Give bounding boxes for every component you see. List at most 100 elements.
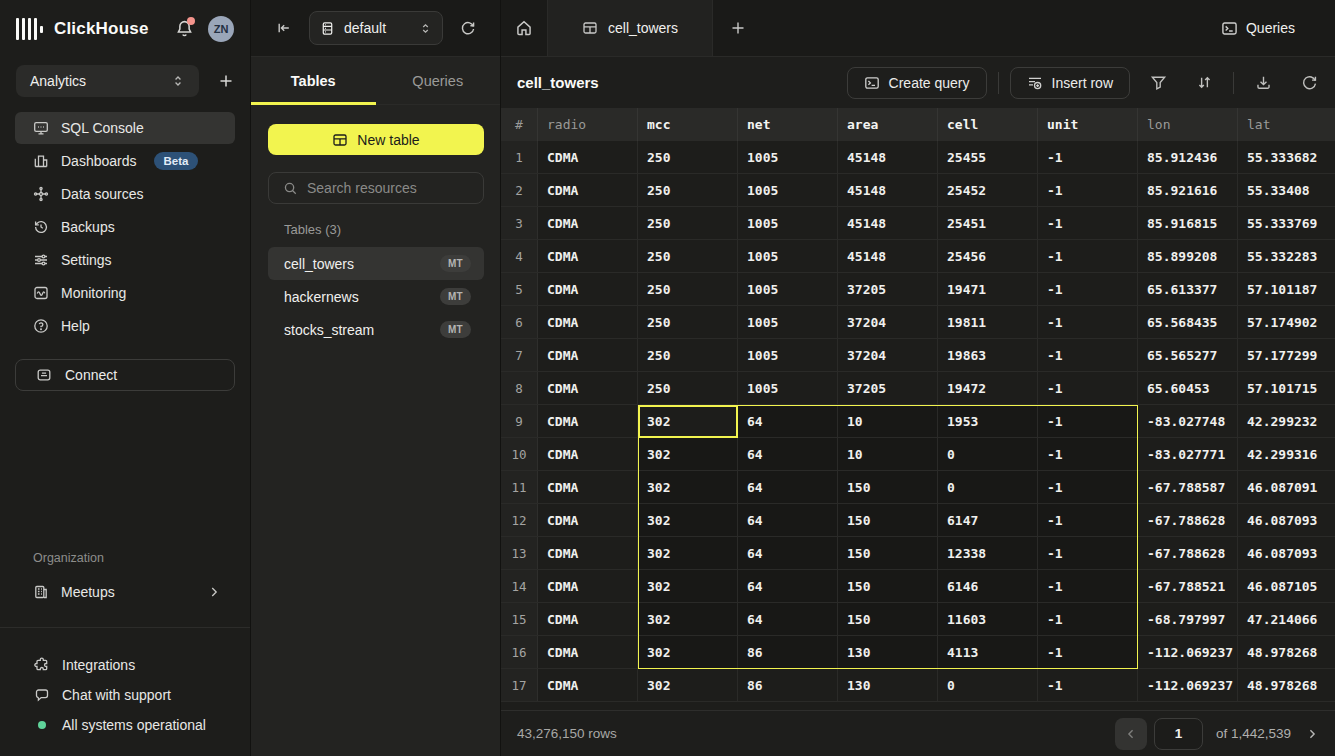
grid-cell[interactable]: 0 <box>938 669 1038 701</box>
grid-cell[interactable]: 25452 <box>938 174 1038 206</box>
next-page-button[interactable] <box>1302 724 1322 744</box>
grid-cell[interactable]: CDMA <box>538 174 638 206</box>
grid-cell[interactable]: 1005 <box>738 339 838 371</box>
grid-cell[interactable]: 37205 <box>838 273 938 305</box>
grid-cell[interactable]: 250 <box>638 141 738 173</box>
grid-cell[interactable]: 86 <box>738 636 838 668</box>
grid-cell[interactable]: CDMA <box>538 240 638 272</box>
grid-cell[interactable]: 250 <box>638 273 738 305</box>
sidebar-item-chat-support[interactable]: Chat with support <box>15 680 235 710</box>
grid-row-number[interactable]: 9 <box>501 405 538 437</box>
grid-cell[interactable]: CDMA <box>538 570 638 602</box>
tab-tables[interactable]: Tables <box>251 57 376 104</box>
tab-queries[interactable]: Queries <box>376 57 501 104</box>
grid-cell[interactable]: 64 <box>738 537 838 569</box>
grid-column-header[interactable]: mcc <box>638 108 738 141</box>
grid-cell[interactable]: 65.613377 <box>1138 273 1238 305</box>
clickhouse-logo[interactable] <box>16 17 43 41</box>
grid-cell[interactable]: 45148 <box>838 207 938 239</box>
grid-column-header[interactable]: area <box>838 108 938 141</box>
grid-row-number[interactable]: 11 <box>501 471 538 503</box>
grid-cell[interactable]: -68.797997 <box>1138 603 1238 635</box>
grid-cell[interactable]: 65.60453 <box>1138 372 1238 404</box>
grid-column-header[interactable]: unit <box>1038 108 1138 141</box>
grid-cell[interactable]: 64 <box>738 438 838 470</box>
grid-cell[interactable]: CDMA <box>538 438 638 470</box>
grid-cell[interactable]: 37204 <box>838 339 938 371</box>
grid-cell[interactable]: 46.087091 <box>1238 471 1335 503</box>
grid-row-number[interactable]: 3 <box>501 207 538 239</box>
grid-row-number[interactable]: 10 <box>501 438 538 470</box>
connect-button[interactable]: Connect <box>15 359 235 391</box>
grid-cell[interactable]: 1005 <box>738 372 838 404</box>
create-query-button[interactable]: Create query <box>847 67 987 99</box>
sidebar-item-meetups[interactable]: Meetups <box>15 576 235 608</box>
grid-cell[interactable]: 1005 <box>738 240 838 272</box>
grid-cell[interactable]: 57.177299 <box>1238 339 1335 371</box>
grid-cell[interactable]: 302 <box>638 570 738 602</box>
notifications-bell-icon[interactable] <box>175 19 195 39</box>
grid-cell[interactable]: 302 <box>638 471 738 503</box>
grid-cell[interactable]: 150 <box>838 603 938 635</box>
grid-row-number[interactable]: 14 <box>501 570 538 602</box>
grid-column-header[interactable]: cell <box>938 108 1038 141</box>
grid-cell[interactable]: 19472 <box>938 372 1038 404</box>
grid-row-number[interactable]: 12 <box>501 504 538 536</box>
sort-button[interactable] <box>1186 67 1222 99</box>
queries-button[interactable]: Queries <box>1221 0 1295 56</box>
grid-cell[interactable]: -1 <box>1038 603 1138 635</box>
grid-cell[interactable]: 64 <box>738 570 838 602</box>
user-avatar[interactable]: ZN <box>208 16 234 42</box>
grid-cell[interactable]: CDMA <box>538 537 638 569</box>
insert-row-button[interactable]: Insert row <box>1010 67 1130 99</box>
filter-button[interactable] <box>1140 67 1176 99</box>
table-list-item[interactable]: hackernews MT <box>268 280 484 313</box>
grid-cell[interactable]: 64 <box>738 504 838 536</box>
grid-cell[interactable]: CDMA <box>538 471 638 503</box>
grid-row-number[interactable]: 15 <box>501 603 538 635</box>
grid-row-number[interactable]: 2 <box>501 174 538 206</box>
download-button[interactable] <box>1245 67 1281 99</box>
grid-column-header[interactable]: lat <box>1238 108 1335 141</box>
grid-cell[interactable]: 302 <box>638 438 738 470</box>
grid-cell[interactable]: CDMA <box>538 405 638 437</box>
grid-cell[interactable]: 1005 <box>738 141 838 173</box>
grid-cell[interactable]: -1 <box>1038 207 1138 239</box>
grid-cell[interactable]: 45148 <box>838 240 938 272</box>
sidebar-item-dashboards[interactable]: Dashboards Beta <box>15 145 235 177</box>
grid-cell[interactable]: 302 <box>638 504 738 536</box>
grid-cell[interactable]: 1005 <box>738 207 838 239</box>
grid-cell[interactable]: -1 <box>1038 240 1138 272</box>
grid-cell[interactable]: -83.027771 <box>1138 438 1238 470</box>
grid-cell[interactable]: 11603 <box>938 603 1038 635</box>
refresh-button[interactable] <box>1291 67 1327 99</box>
grid-cell[interactable]: 302 <box>638 537 738 569</box>
grid-cell[interactable]: -1 <box>1038 174 1138 206</box>
grid-cell[interactable]: 250 <box>638 306 738 338</box>
new-table-button[interactable]: New table <box>268 124 484 155</box>
grid-row-number[interactable]: 1 <box>501 141 538 173</box>
sidebar-item-data-sources[interactable]: Data sources <box>15 178 235 210</box>
grid-cell[interactable]: 302 <box>638 669 738 701</box>
grid-cell[interactable]: 302 <box>638 603 738 635</box>
grid-cell[interactable]: 85.899208 <box>1138 240 1238 272</box>
grid-cell[interactable]: -1 <box>1038 537 1138 569</box>
grid-row-number[interactable]: 8 <box>501 372 538 404</box>
add-workspace-button[interactable] <box>218 73 234 89</box>
sidebar-item-backups[interactable]: Backups <box>15 211 235 243</box>
grid-cell[interactable]: 1953 <box>938 405 1038 437</box>
grid-cell[interactable]: -1 <box>1038 570 1138 602</box>
grid-cell[interactable]: 19471 <box>938 273 1038 305</box>
grid-row-number[interactable]: 17 <box>501 669 538 701</box>
grid-cell[interactable]: 57.174902 <box>1238 306 1335 338</box>
grid-cell[interactable]: 250 <box>638 174 738 206</box>
grid-row-number[interactable]: 6 <box>501 306 538 338</box>
grid-cell[interactable]: 46.087105 <box>1238 570 1335 602</box>
grid-cell[interactable]: 4113 <box>938 636 1038 668</box>
grid-cell[interactable]: 0 <box>938 471 1038 503</box>
grid-cell[interactable]: 45148 <box>838 141 938 173</box>
refresh-icon[interactable] <box>460 20 476 36</box>
grid-cell[interactable]: CDMA <box>538 603 638 635</box>
grid-cell[interactable]: -1 <box>1038 438 1138 470</box>
grid-cell[interactable]: 37204 <box>838 306 938 338</box>
